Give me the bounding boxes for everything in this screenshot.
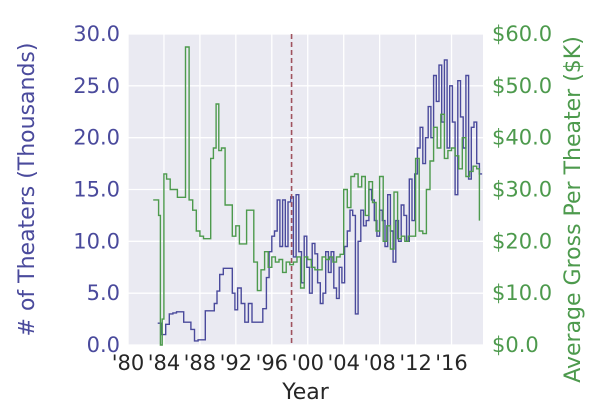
gridlines bbox=[127, 33, 483, 346]
left-tick-label: 10.0 bbox=[73, 229, 120, 253]
x-tick-label: '84 bbox=[148, 351, 181, 375]
right-tick-label: $20.0 bbox=[492, 229, 552, 253]
series-layer bbox=[153, 46, 483, 346]
right-tick-label: $50.0 bbox=[492, 74, 552, 98]
x-axis-label: Year bbox=[281, 380, 330, 405]
x-tick-label: '96 bbox=[256, 351, 289, 375]
x-tick-label: '04 bbox=[327, 351, 360, 375]
x-tick-label: '12 bbox=[399, 351, 432, 375]
right-tick-label: $60.0 bbox=[492, 22, 552, 46]
left-tick-label: 25.0 bbox=[73, 74, 120, 98]
gross-per-theater-series-line bbox=[153, 46, 481, 346]
x-tick-label: '08 bbox=[363, 351, 396, 375]
right-tick-label: $10.0 bbox=[492, 281, 552, 305]
left-axis-label: # of Theaters (Thousands) bbox=[15, 43, 40, 337]
right-tick-label: $30.0 bbox=[492, 178, 552, 202]
x-tick-label: '80 bbox=[112, 351, 145, 375]
left-tick-label: 15.0 bbox=[73, 178, 120, 202]
right-axis-label: Average Gross Per Theater ($K) bbox=[561, 36, 586, 383]
left-tick-label: 0.0 bbox=[87, 333, 120, 357]
x-tick-label: '16 bbox=[435, 351, 468, 375]
x-tick-label: '92 bbox=[220, 351, 253, 375]
x-tick-label: '00 bbox=[291, 351, 324, 375]
x-tick-label: '88 bbox=[184, 351, 217, 375]
tick-labels: '80'84'88'92'96'00'04'08'12'16 0.0 5.0 10.0… bbox=[73, 22, 552, 375]
left-tick-label: 20.0 bbox=[73, 126, 120, 150]
left-tick-label: 5.0 bbox=[87, 281, 120, 305]
left-tick-label: 30.0 bbox=[73, 22, 120, 46]
right-tick-label: $40.0 bbox=[492, 126, 552, 150]
right-tick-label: $0.0 bbox=[492, 333, 539, 357]
